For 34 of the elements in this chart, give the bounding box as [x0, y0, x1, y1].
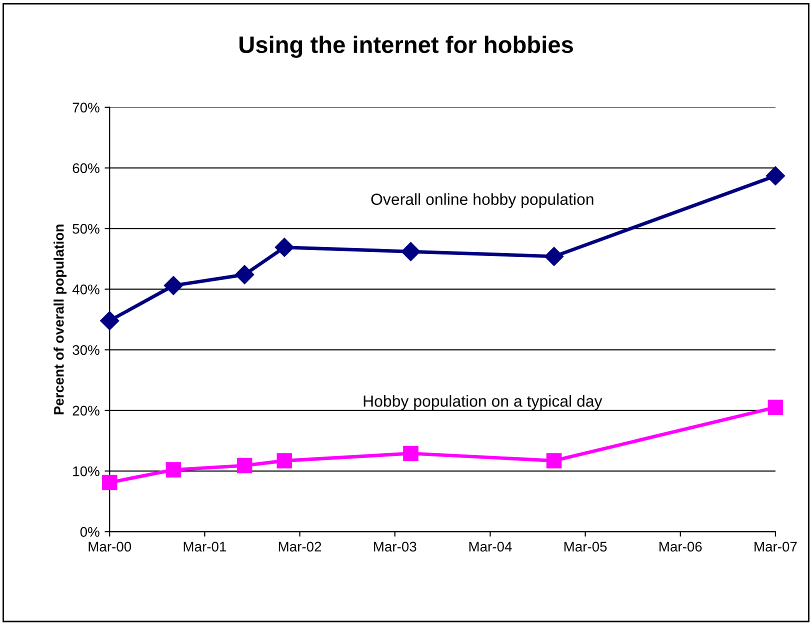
chart-title: Using the internet for hobbies: [240, 36, 573, 58]
x-tick-label: Mar-00: [88, 542, 132, 552]
y-tick-label: 30%: [72, 345, 100, 355]
point: [276, 453, 292, 468]
y-tick-label: 40%: [72, 284, 100, 294]
point: [403, 446, 418, 462]
x-tick-label: Mar-07: [754, 542, 797, 552]
text: Overall online hobby population: [371, 193, 594, 208]
y-tick-label: 10%: [73, 466, 100, 476]
x-tick-label: Mar-04: [469, 542, 512, 552]
point: [102, 474, 118, 490]
point: [236, 458, 252, 474]
x-tick-label: Mar-03: [374, 542, 416, 552]
point: [544, 246, 564, 266]
y-tick-label: 70%: [72, 102, 100, 112]
point: [166, 462, 182, 478]
y-axis-title: Percent of overall population: [54, 224, 67, 414]
point: [274, 238, 294, 257]
point: [766, 166, 785, 186]
y-tick-label: 20%: [72, 406, 100, 416]
point: [401, 242, 420, 262]
x-tick-label: Mar-02: [278, 542, 322, 552]
x-tick-label: Mar-06: [660, 542, 702, 552]
point: [546, 453, 562, 468]
y-tick-label: 0%: [80, 526, 100, 537]
y-tick-label: 50%: [72, 224, 100, 234]
x-tick-label: Mar-05: [564, 542, 607, 552]
x-tick-label: Mar-01: [184, 542, 226, 552]
text: Hobby population on a typical day: [364, 395, 602, 410]
point: [100, 311, 120, 330]
point: [164, 276, 183, 296]
point: [235, 265, 254, 284]
y-tick-label: 60%: [72, 163, 100, 174]
point: [768, 400, 784, 416]
